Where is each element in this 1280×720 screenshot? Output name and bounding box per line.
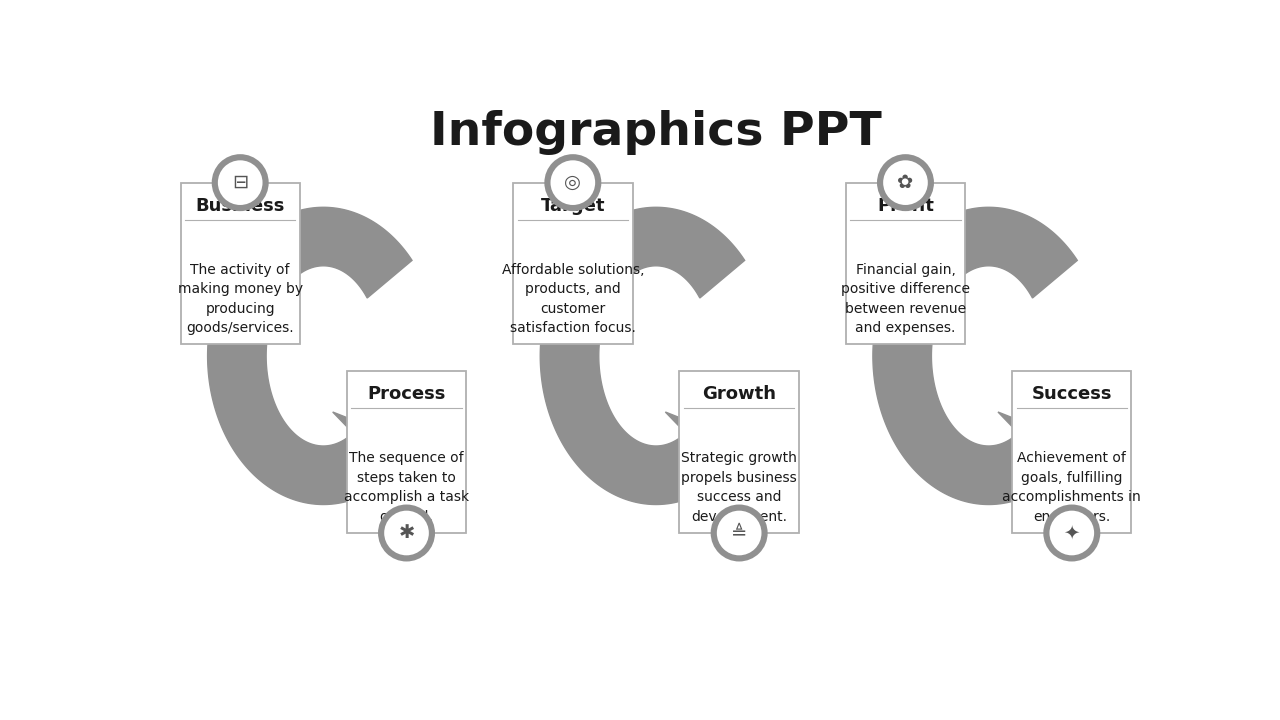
Bar (1012, 372, 1132, 533)
Polygon shape (207, 207, 412, 505)
Text: Achievement of
goals, fulfilling
accomplishments in
endeavors.: Achievement of goals, fulfilling accompl… (1002, 451, 1142, 523)
Circle shape (1043, 505, 1101, 562)
Polygon shape (873, 207, 1078, 505)
Bar (513, 183, 632, 344)
Bar (180, 183, 300, 344)
Text: ✿: ✿ (897, 173, 914, 192)
Text: Growth: Growth (703, 385, 776, 403)
Circle shape (710, 505, 768, 562)
Polygon shape (540, 207, 745, 505)
Text: Profit: Profit (877, 197, 934, 215)
Text: The sequence of
steps taken to
accomplish a task
or goal.: The sequence of steps taken to accomplis… (344, 451, 468, 523)
Circle shape (1050, 510, 1094, 555)
Circle shape (384, 510, 429, 555)
Text: Business: Business (196, 197, 285, 215)
Text: Strategic growth
propels business
success and
development.: Strategic growth propels business succes… (681, 451, 797, 523)
Bar (347, 372, 466, 533)
Circle shape (877, 154, 934, 211)
Text: ✱: ✱ (398, 523, 415, 542)
Text: ⊟: ⊟ (232, 173, 248, 192)
Text: ✦: ✦ (1064, 523, 1080, 542)
Text: Target: Target (540, 197, 605, 215)
Text: ≜: ≜ (731, 523, 748, 542)
Text: Infographics PPT: Infographics PPT (430, 110, 882, 155)
Polygon shape (998, 412, 1079, 495)
Text: Process: Process (367, 385, 445, 403)
Polygon shape (666, 412, 746, 495)
Circle shape (717, 510, 762, 555)
Circle shape (211, 154, 269, 211)
Circle shape (378, 505, 435, 562)
Text: Affordable solutions,
products, and
customer
satisfaction focus.: Affordable solutions, products, and cust… (502, 263, 644, 335)
Bar (846, 183, 965, 344)
Bar (680, 372, 799, 533)
Circle shape (883, 161, 928, 205)
Text: ◎: ◎ (564, 173, 581, 192)
Polygon shape (333, 412, 413, 495)
Circle shape (550, 161, 595, 205)
Text: The activity of
making money by
producing
goods/services.: The activity of making money by producin… (178, 263, 303, 335)
Circle shape (218, 161, 262, 205)
Text: Success: Success (1032, 385, 1112, 403)
Text: Financial gain,
positive difference
between revenue
and expenses.: Financial gain, positive difference betw… (841, 263, 970, 335)
Circle shape (544, 154, 602, 211)
